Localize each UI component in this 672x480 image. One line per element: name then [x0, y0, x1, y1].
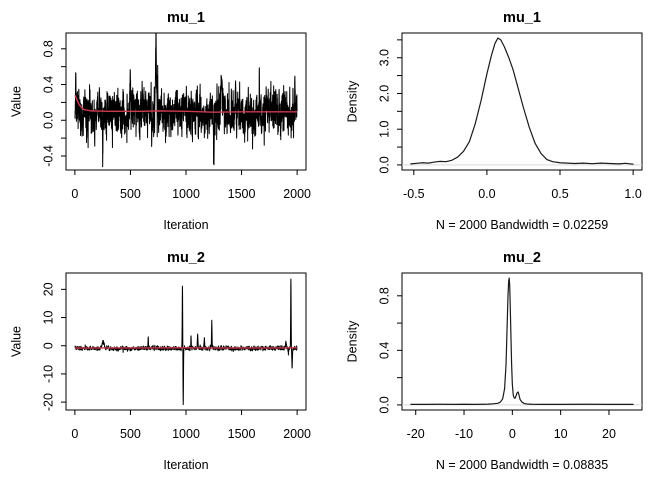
x-tick-label: 1500 [228, 427, 256, 441]
trace-line [74, 278, 298, 406]
y-tick-label: 2.0 [377, 85, 391, 102]
x-axis: 0 500 1000 1500 2000 [71, 170, 311, 201]
y-axis: -20 -10 0 10 20 [41, 282, 66, 411]
density-plot-mu-2-svg: mu_2 -20 -10 0 10 20 0.0 0.4 0.8 N = 2000 Bandwid… [345, 250, 643, 472]
panel-title: mu_2 [167, 250, 205, 266]
plot-box [401, 32, 643, 171]
density-plot-mu-1-svg: mu_1 -0.5 0.0 0.5 1.0 0.0 1.0 2.0 3.0 N = 2000 Ba… [345, 10, 643, 232]
density-curve [410, 37, 634, 165]
y-tick-label: 0 [41, 342, 55, 349]
y-tick-label: -0.4 [41, 145, 55, 167]
y-axis: 0.0 1.0 2.0 3.0 [377, 39, 402, 174]
trace-plot-mu-2: mu_2 0 500 1000 1500 2000 -20 -10 0 10 20 Iteration… [0, 240, 336, 480]
x-axis: 0 500 1000 1500 2000 [71, 410, 311, 441]
x-tick-label: 1000 [172, 187, 200, 201]
y-tick-label: 0.8 [377, 287, 391, 304]
y-axis-label: Value [9, 86, 23, 117]
density-plot-mu-2: mu_2 -20 -10 0 10 20 0.0 0.4 0.8 N = 2000 Bandwid… [336, 240, 672, 480]
x-tick-label: 0 [71, 187, 78, 201]
x-tick-label: 1.0 [624, 187, 641, 201]
y-tick-label: 0.4 [41, 76, 55, 93]
x-axis: -20 -10 0 10 20 [407, 410, 616, 441]
y-tick-label: 10 [41, 311, 55, 325]
plot-box [65, 272, 307, 411]
y-tick-label: 0.8 [41, 40, 55, 57]
x-tick-label: 2000 [283, 187, 311, 201]
y-tick-label: -20 [41, 393, 55, 411]
y-tick-label: 0.0 [377, 396, 391, 413]
density-subtitle: N = 2000 Bandwidth = 0.02259 [436, 218, 608, 232]
panel-title: mu_1 [167, 10, 205, 26]
density-curve [410, 277, 634, 405]
running-mean-line [74, 94, 298, 113]
x-axis-label: Iteration [163, 218, 208, 232]
trace-plot-mu-1: mu_1 0 500 1000 1500 2000 -0.4 0.0 0.4 0.8 Iterati… [0, 0, 336, 240]
density-subtitle: N = 2000 Bandwidth = 0.08835 [436, 458, 608, 472]
y-axis-label: Value [9, 326, 23, 357]
x-axis-label: Iteration [163, 458, 208, 472]
panel-title: mu_2 [503, 250, 541, 266]
x-tick-label: 0.0 [478, 187, 495, 201]
y-tick-label: 0.0 [377, 156, 391, 173]
y-axis-label: Density [345, 80, 359, 122]
x-tick-label: -20 [407, 427, 425, 441]
series-group [402, 277, 642, 406]
trace-plot-mu-1-svg: mu_1 0 500 1000 1500 2000 -0.4 0.0 0.4 0.8 Iterati… [9, 10, 311, 232]
x-tick-label: 0.5 [551, 187, 568, 201]
y-axis: -0.4 0.0 0.4 0.8 [41, 40, 66, 167]
plot-box [401, 272, 643, 411]
x-tick-label: 10 [554, 427, 568, 441]
x-tick-label: 0 [509, 427, 516, 441]
density-plot-mu-1: mu_1 -0.5 0.0 0.5 1.0 0.0 1.0 2.0 3.0 N = 2000 Ba… [336, 0, 672, 240]
y-tick-label: 3.0 [377, 49, 391, 66]
panel-title: mu_1 [503, 10, 541, 26]
x-tick-label: 500 [120, 187, 141, 201]
x-tick-label: -10 [455, 427, 473, 441]
y-tick-label: -10 [41, 365, 55, 383]
y-tick-label: 1.0 [377, 120, 391, 137]
x-tick-label: 1000 [172, 427, 200, 441]
series-group [74, 33, 298, 168]
trace-line [74, 33, 298, 168]
x-tick-label: 500 [120, 427, 141, 441]
x-tick-label: 2000 [283, 427, 311, 441]
x-axis: -0.5 0.0 0.5 1.0 [403, 170, 642, 201]
y-axis-label: Density [345, 320, 359, 362]
x-tick-label: 0 [71, 427, 78, 441]
y-tick-label: 0.4 [377, 342, 391, 359]
series-group [74, 278, 298, 406]
trace-plot-mu-2-svg: mu_2 0 500 1000 1500 2000 -20 -10 0 10 20 Iteration… [9, 250, 311, 472]
y-axis: 0.0 0.4 0.8 [377, 287, 402, 414]
series-group [402, 37, 642, 166]
x-tick-label: -0.5 [403, 187, 425, 201]
x-tick-label: 1500 [228, 187, 256, 201]
x-tick-label: 20 [602, 427, 616, 441]
y-tick-label: 0.0 [41, 112, 55, 129]
y-tick-label: 20 [41, 282, 55, 296]
